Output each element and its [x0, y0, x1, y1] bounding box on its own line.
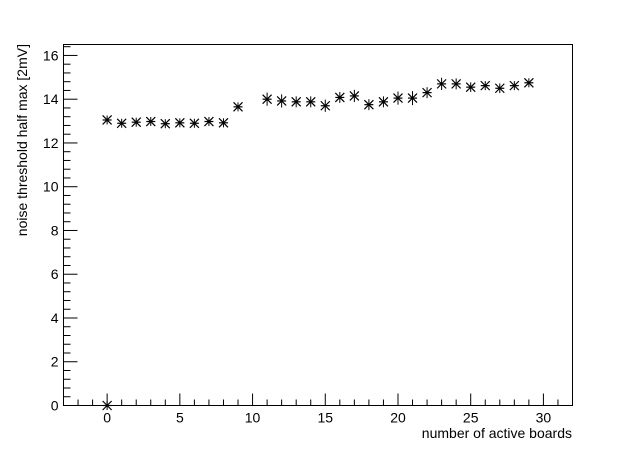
marker-stroke — [102, 115, 113, 125]
data-point — [174, 117, 185, 128]
marker-stroke — [465, 82, 476, 93]
y-tick-label: 0 — [51, 398, 59, 414]
y-tick-label: 10 — [43, 179, 59, 195]
y-tick-label: 6 — [51, 266, 59, 282]
marker-stroke — [116, 118, 127, 129]
marker-stroke — [523, 77, 534, 88]
y-axis: 0 2 4 6 8 10 12 14 16 — [43, 46, 78, 414]
marker-stroke — [320, 100, 331, 111]
y-tick-label: 16 — [43, 47, 59, 63]
marker-stroke — [363, 99, 374, 110]
data-point — [465, 82, 476, 93]
data-point — [160, 118, 171, 129]
y-axis-title: noise threshold half max [2mV] — [14, 44, 30, 236]
data-point — [262, 92, 273, 106]
marker-stroke — [509, 80, 520, 91]
data-point — [320, 99, 331, 112]
data-point — [509, 80, 520, 91]
data-point — [451, 78, 462, 90]
y-tick-label: 14 — [43, 91, 59, 107]
data-point — [116, 118, 127, 129]
marker-stroke — [480, 80, 491, 91]
data-point — [378, 96, 389, 108]
x-tick-label: 30 — [536, 410, 552, 426]
marker-stroke — [349, 90, 360, 101]
marker-stroke — [102, 400, 113, 411]
marker-stroke — [233, 101, 243, 112]
data-point — [189, 118, 200, 129]
data-point — [349, 89, 360, 103]
x-tick-label: 10 — [245, 410, 261, 426]
marker-stroke — [189, 118, 200, 129]
data-point — [102, 400, 113, 411]
marker-stroke — [378, 96, 389, 107]
marker-stroke — [494, 83, 505, 94]
marker-stroke — [131, 117, 142, 128]
x-tick-label: 25 — [463, 410, 479, 426]
marker-stroke — [204, 116, 214, 127]
data-point — [102, 115, 113, 125]
data-point — [523, 77, 534, 88]
data-point — [145, 116, 156, 127]
data-point — [131, 117, 142, 128]
marker-stroke — [305, 96, 316, 107]
data-point — [291, 96, 302, 108]
marker-stroke — [422, 87, 432, 98]
y-tick-label: 8 — [51, 222, 59, 238]
data-point — [305, 96, 316, 108]
data-point — [204, 116, 214, 127]
data-point — [233, 101, 243, 112]
x-tick-label: 20 — [390, 410, 406, 426]
data-points — [102, 77, 534, 411]
y-tick-label: 4 — [51, 310, 59, 326]
data-point — [407, 91, 418, 106]
y-tick-label: 12 — [43, 135, 59, 151]
data-point — [334, 91, 345, 103]
x-tick-label: 15 — [317, 410, 333, 426]
marker-stroke — [174, 117, 185, 128]
x-axis-title: number of active boards — [422, 425, 572, 441]
marker-stroke — [436, 78, 447, 89]
marker-stroke — [291, 96, 302, 107]
data-point — [276, 94, 287, 108]
marker-stroke — [218, 117, 229, 128]
data-point — [422, 87, 432, 99]
x-tick-label: 0 — [103, 410, 111, 426]
data-point — [494, 83, 505, 94]
marker-stroke — [262, 94, 273, 105]
plot-frame — [63, 44, 573, 406]
marker-stroke — [393, 93, 403, 104]
x-tick-label: 5 — [176, 410, 184, 426]
data-point — [363, 99, 374, 111]
marker-stroke — [451, 78, 462, 89]
data-point — [393, 91, 403, 105]
marker-stroke — [160, 118, 171, 129]
marker-stroke — [334, 92, 345, 103]
marker-stroke — [276, 96, 287, 106]
data-point — [480, 80, 491, 91]
marker-stroke — [407, 93, 418, 104]
marker-stroke — [145, 116, 156, 127]
data-point — [436, 77, 447, 91]
data-point — [218, 117, 229, 128]
y-tick-label: 2 — [51, 354, 59, 370]
x-axis: 0 5 10 15 20 25 30 — [63, 393, 573, 426]
